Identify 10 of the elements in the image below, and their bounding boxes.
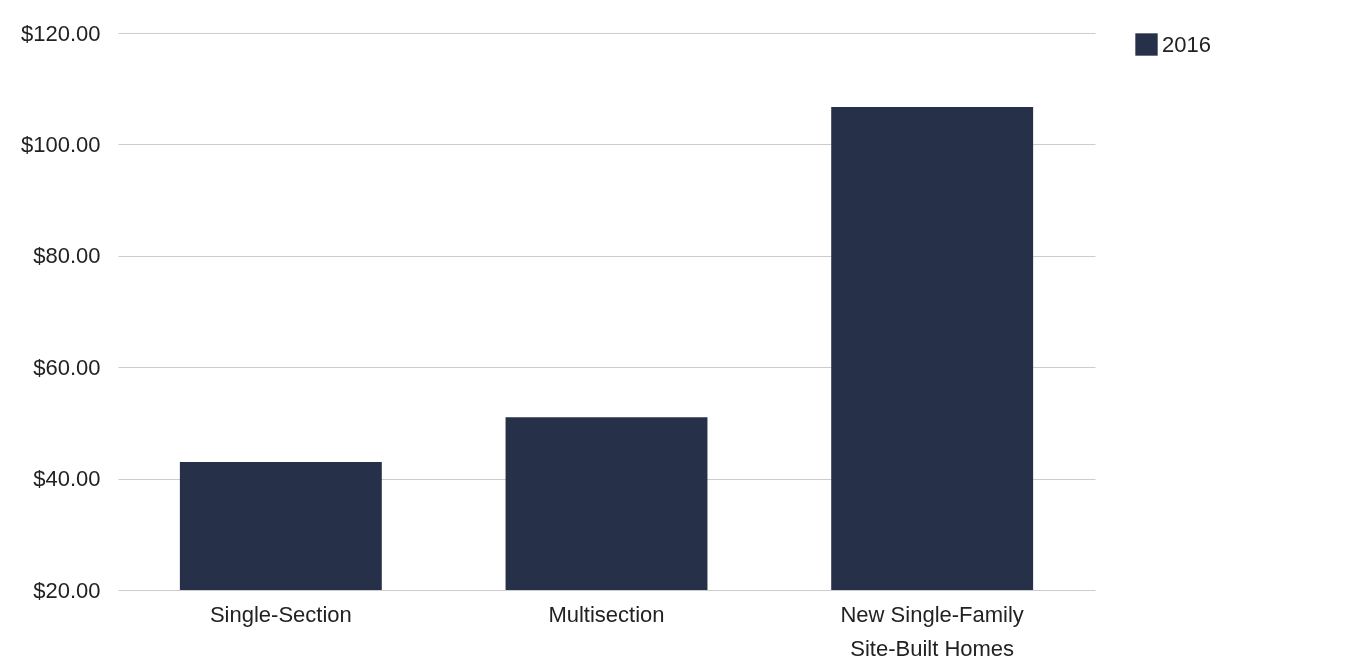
x-tick-label: New Single-Family Site-Built Homes (840, 601, 1024, 660)
y-tick-label: $20.00 (33, 577, 101, 603)
x-tick-label: Single-Section (209, 601, 352, 627)
y-tick-label: $60.00 (33, 354, 101, 380)
legend-label: 2016 (1162, 31, 1211, 57)
y-tick-label: $80.00 (33, 243, 101, 269)
y-tick-label: $40.00 (33, 466, 101, 492)
y-tick-label: $120.00 (20, 20, 101, 46)
y-tick-label: $100.00 (20, 131, 101, 157)
x-tick-label: Multisection (548, 601, 665, 627)
